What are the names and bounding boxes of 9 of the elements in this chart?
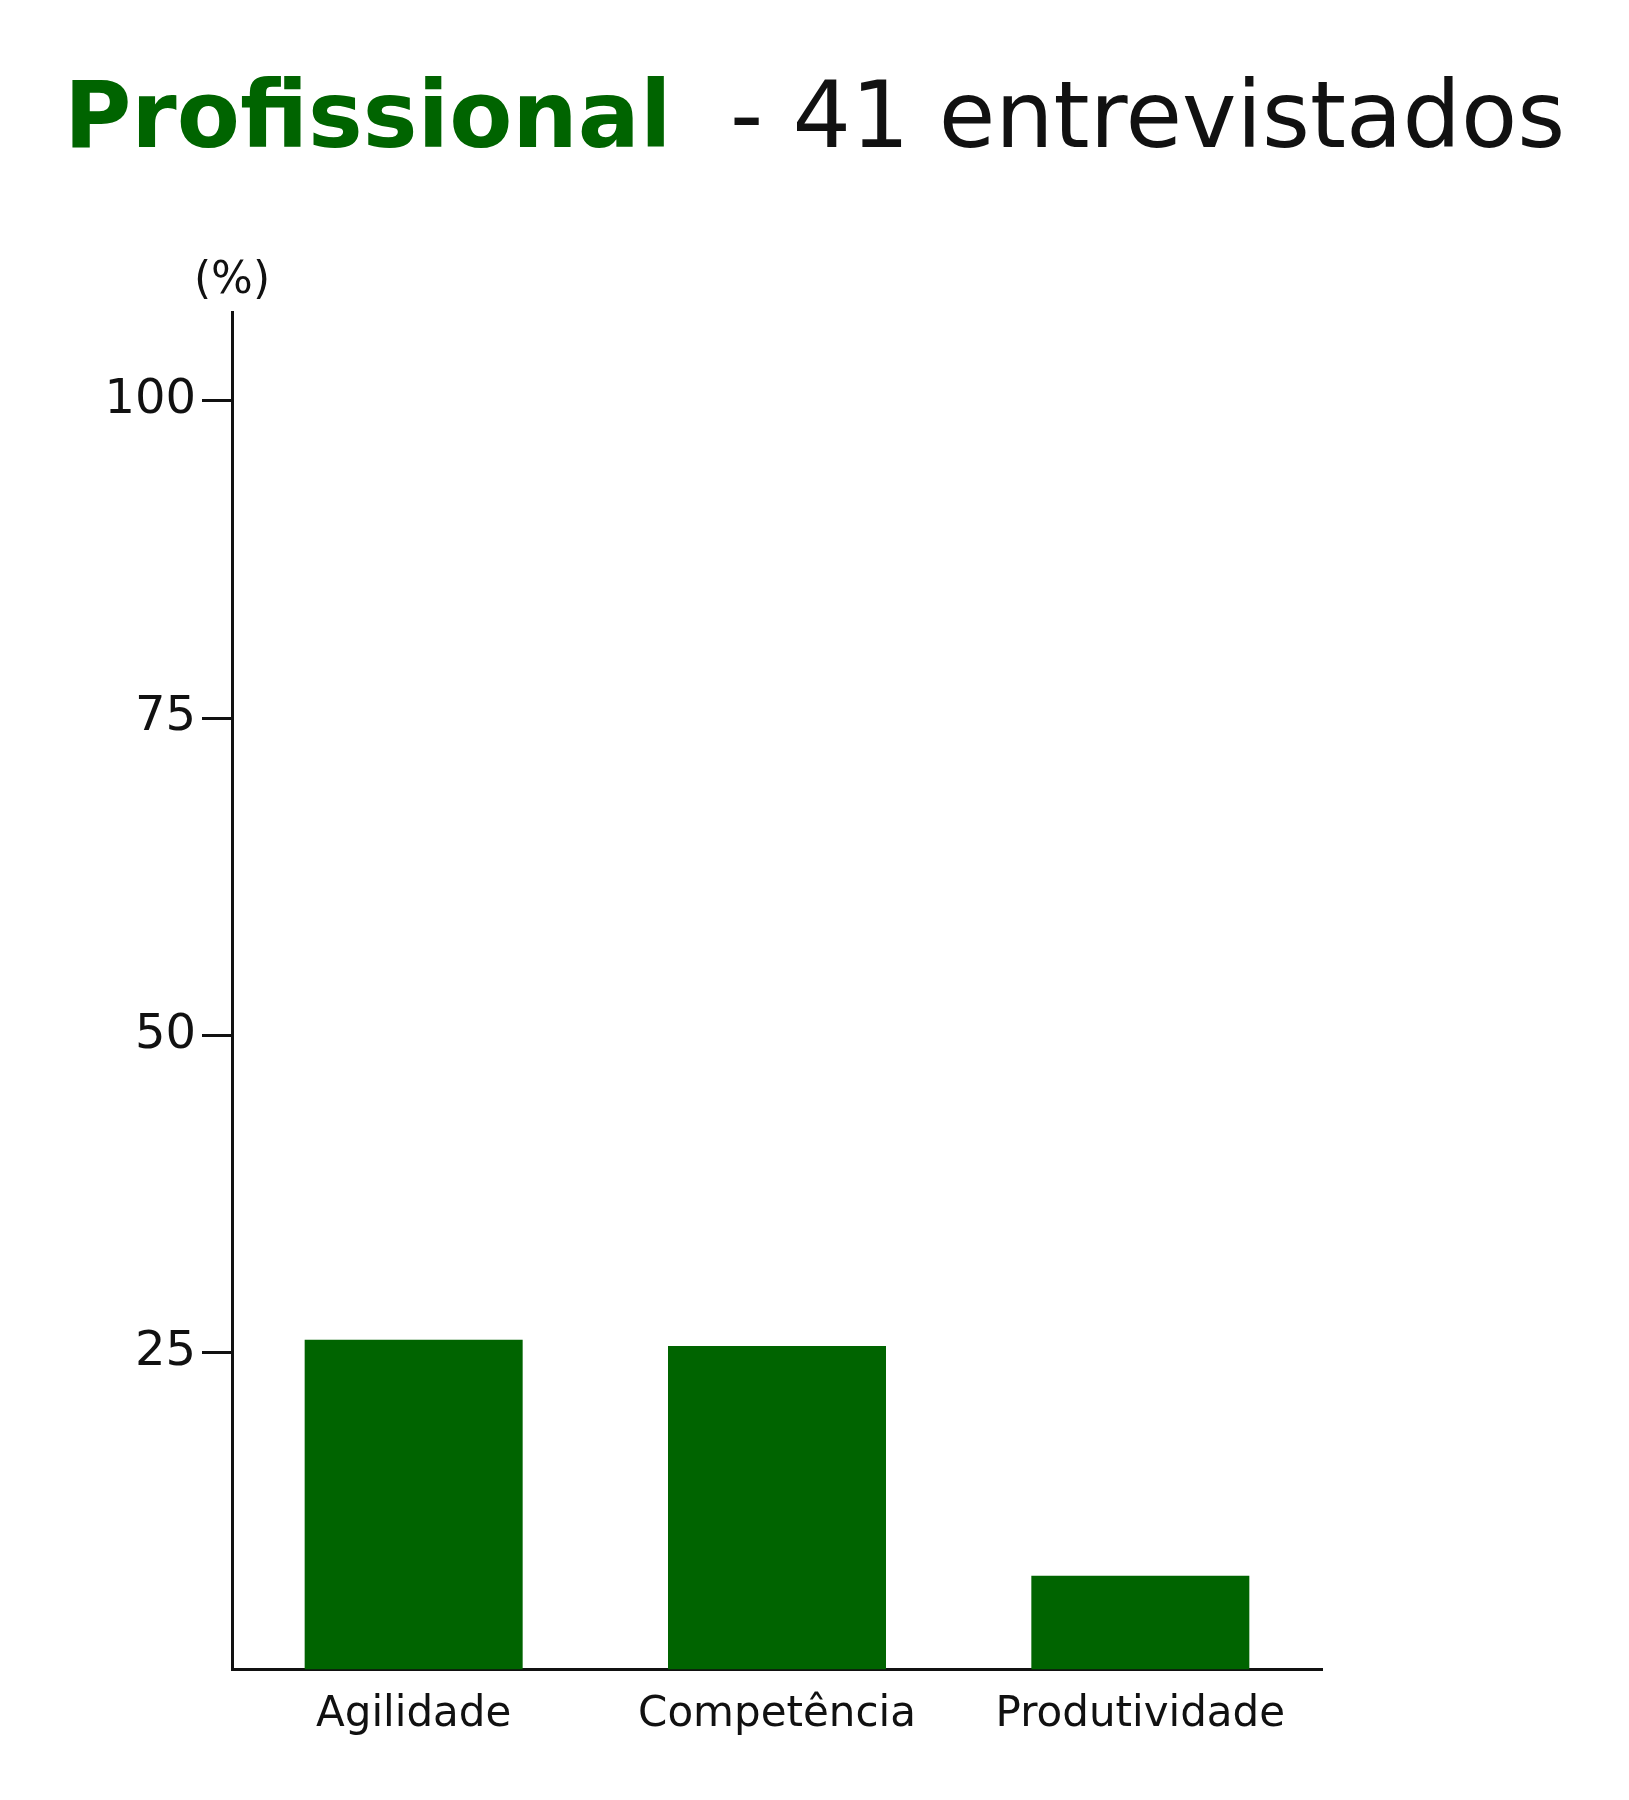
y-tick-label: 50 bbox=[134, 1002, 196, 1059]
x-tick-label: Produtividade bbox=[995, 1686, 1286, 1736]
y-tick-label: 100 bbox=[104, 368, 196, 425]
y-axis-title: (%) bbox=[193, 252, 271, 304]
x-tick-label: Agilidade bbox=[316, 1686, 512, 1736]
y-tick-label: 75 bbox=[134, 685, 196, 742]
chart-title: Profissional - 41 entrevistados bbox=[62, 60, 1567, 171]
x-tick-label: Competência bbox=[638, 1686, 916, 1736]
y-tick-label: 25 bbox=[134, 1319, 196, 1376]
